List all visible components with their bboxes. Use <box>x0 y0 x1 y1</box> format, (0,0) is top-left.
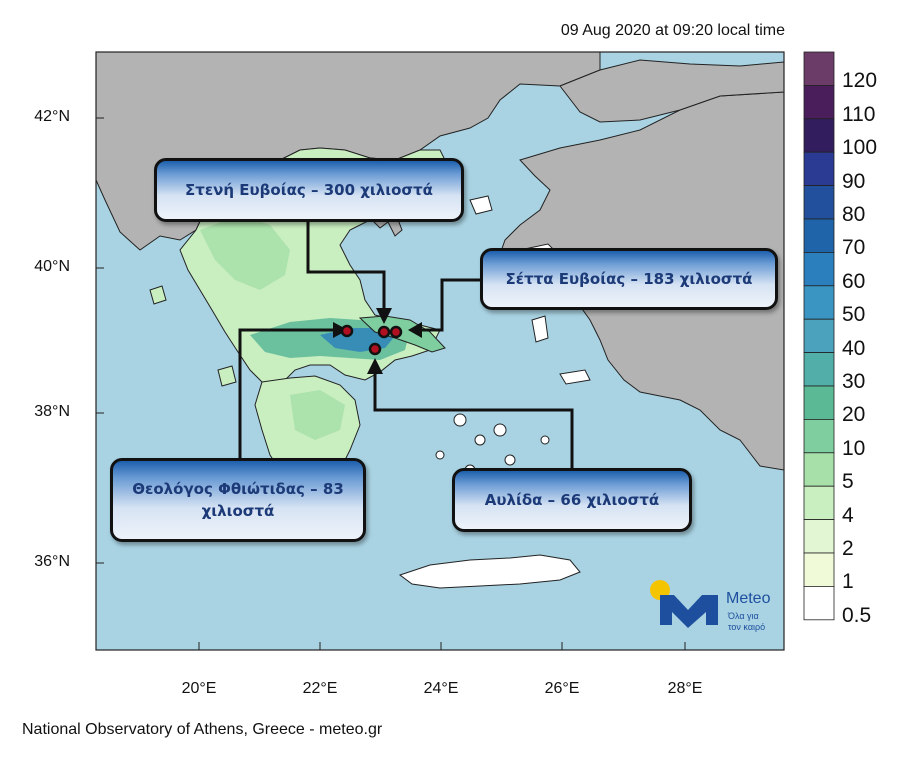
colorbar-label: 40 <box>842 336 866 360</box>
colorbar-swatch <box>803 51 835 86</box>
colorbar-swatch <box>803 452 835 487</box>
ionian-islands <box>149 285 237 387</box>
colorbar-label: 0.5 <box>842 603 872 627</box>
lon-label-26: 26°E <box>544 680 580 697</box>
crete <box>398 554 581 589</box>
colorbar-swatch <box>803 185 835 220</box>
callout-connectors <box>238 220 574 470</box>
colorbar-swatch <box>803 318 835 354</box>
colorbar-label: 90 <box>842 169 866 193</box>
colorbar-label: 5 <box>842 470 854 494</box>
meteo-logo <box>650 580 718 628</box>
map-ticks <box>96 117 686 650</box>
colorbar-label: 2 <box>842 537 854 560</box>
colorbar-label: 1 <box>842 570 854 594</box>
chios <box>531 315 549 343</box>
colorbar-swatch <box>803 151 835 186</box>
colorbar-swatch <box>803 118 835 153</box>
marker-theologos <box>340 324 354 338</box>
map-frame <box>95 51 785 651</box>
colorbar-swatch <box>803 485 835 521</box>
colorbar-swatch <box>803 251 835 287</box>
callout-steni: Στενή Ευβοίας – 300 χιλιοστά <box>154 158 464 222</box>
callout-avlida: Αυλίδα – 66 χιλιοστά <box>452 468 692 532</box>
colorbar-label: 20 <box>842 403 866 427</box>
colorbar-swatch <box>803 552 835 587</box>
lon-label-24: 24°E <box>423 680 459 697</box>
lat-label-38: 38°N <box>34 403 70 420</box>
colorbar-swatch <box>803 85 835 120</box>
lon-label-20: 20°E <box>181 680 217 697</box>
colorbar-swatch <box>803 418 835 454</box>
footer-credit: National Observatory of Athens, Greece -… <box>22 721 383 738</box>
colorbar-label: 10 <box>842 436 866 460</box>
colorbar <box>803 51 835 621</box>
colorbar-label: 30 <box>842 370 866 393</box>
callout-arrowheads <box>333 308 422 374</box>
colorbar-swatch <box>803 519 835 554</box>
thrace-land <box>559 59 784 123</box>
precip-patch-pelop <box>290 390 345 440</box>
colorbar-label: 70 <box>842 236 866 260</box>
colorbar-label: 50 <box>842 303 866 327</box>
logo-name: Meteo <box>726 590 771 607</box>
colorbar-swatch <box>803 385 835 420</box>
map-timestamp: 09 Aug 2020 at 09:20 local time <box>560 22 785 39</box>
colorbar-label: 110 <box>842 102 876 126</box>
precip-patch-north <box>200 215 290 290</box>
colorbar-swatch <box>803 285 835 320</box>
logo-tagline-1: Όλα για <box>728 611 759 621</box>
lemnos <box>469 195 493 215</box>
colorbar-swatch <box>803 352 835 387</box>
callout-setta: Σέττα Ευβοίας – 183 χιλιοστά <box>480 248 778 310</box>
samos <box>559 369 591 385</box>
lon-label-28: 28°E <box>667 680 703 697</box>
logo-m-icon <box>660 595 718 628</box>
logo-tagline-2: τον καιρό <box>728 622 766 632</box>
marker-steni <box>377 325 391 339</box>
colorbar-label: 60 <box>842 269 866 293</box>
colorbar-label: 120 <box>842 69 878 93</box>
lon-label-22: 22°E <box>302 680 338 697</box>
lat-label-42: 42°N <box>34 108 70 125</box>
colorbar-swatch <box>803 586 835 621</box>
marker-setta <box>389 325 403 339</box>
lat-label-40: 40°N <box>34 258 70 275</box>
colorbar-label: 4 <box>842 503 854 527</box>
marker-avlida <box>368 342 382 356</box>
lat-label-36: 36°N <box>34 553 70 570</box>
colorbar-label: 100 <box>842 136 878 160</box>
colorbar-swatch <box>803 218 835 253</box>
callout-theologos: Θεολόγος Φθιώτιδας – 83 χιλιοστά <box>110 458 366 542</box>
colorbar-label: 80 <box>842 203 866 226</box>
station-markers <box>340 324 403 356</box>
